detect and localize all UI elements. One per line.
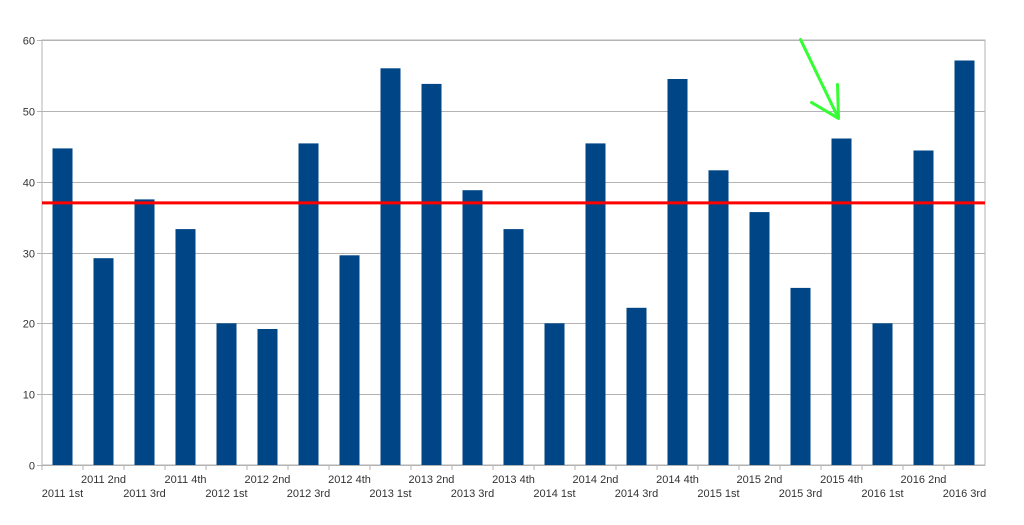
y-tick-label: 30 xyxy=(23,249,35,261)
bar xyxy=(93,258,114,465)
x-tick-label: 2013 3rd xyxy=(451,488,494,500)
bar xyxy=(134,199,155,465)
y-tick-label: 60 xyxy=(23,36,35,48)
x-tick-label: 2014 4th xyxy=(656,474,699,486)
x-tick-label: 2013 4th xyxy=(492,474,535,486)
x-tick-label: 2015 3rd xyxy=(779,488,822,500)
x-tick-label: 2012 3rd xyxy=(287,488,330,500)
bar xyxy=(954,60,975,465)
bar xyxy=(503,229,524,465)
bar xyxy=(749,212,770,465)
bar xyxy=(544,323,565,465)
x-tick-label: 2016 2nd xyxy=(901,474,947,486)
bar xyxy=(380,68,401,466)
bar xyxy=(626,307,647,466)
axis-layer: 0 10 20 30 40 50 60 2011 1st 2011 2nd 2011 3rd 201… xyxy=(23,36,986,501)
x-tick-label: 2011 3rd xyxy=(123,488,166,500)
bar xyxy=(462,190,483,465)
x-tick-label: 2011 2nd xyxy=(81,474,126,486)
y-tick-label: 20 xyxy=(23,319,35,331)
x-tick-label: 2015 2nd xyxy=(737,474,783,486)
y-tick-label: 0 xyxy=(29,461,35,473)
x-tick-label: 2014 1st xyxy=(533,488,575,500)
bar xyxy=(298,143,319,465)
bar xyxy=(421,83,442,466)
x-tick-label: 2014 2nd xyxy=(573,474,619,486)
bar xyxy=(872,323,893,465)
bar xyxy=(52,148,73,465)
y-tick-label: 50 xyxy=(23,107,35,119)
bar xyxy=(913,150,934,465)
bar xyxy=(667,79,688,465)
x-tick-label: 2012 4th xyxy=(328,474,371,486)
bar xyxy=(257,329,278,465)
bar xyxy=(216,323,237,465)
bar xyxy=(790,287,811,465)
y-tick-label: 40 xyxy=(23,178,35,190)
bar xyxy=(175,229,196,465)
x-tick-label: 2015 4th xyxy=(820,474,863,486)
x-tick-label: 2016 3rd xyxy=(943,488,986,500)
bar xyxy=(585,143,606,465)
x-tick-label: 2011 4th xyxy=(164,474,206,486)
x-tick-label: 2011 1st xyxy=(42,488,83,500)
y-tick-label: 10 xyxy=(23,390,35,402)
x-tick-label: 2016 1st xyxy=(861,488,903,500)
bars-layer xyxy=(52,60,975,466)
x-tick-label: 2012 2nd xyxy=(245,474,291,486)
x-tick-label: 2012 1st xyxy=(205,488,247,500)
highlight-arrow-icon xyxy=(799,37,840,120)
annotation-layer xyxy=(799,37,840,120)
x-tick-label: 2015 1st xyxy=(697,488,739,500)
bar xyxy=(708,170,729,466)
x-tick-label: 2014 3rd xyxy=(615,488,658,500)
x-tick-label: 2013 1st xyxy=(369,488,411,500)
bar xyxy=(831,138,852,465)
x-tick-label: 2013 2nd xyxy=(409,474,455,486)
bar xyxy=(339,255,360,465)
